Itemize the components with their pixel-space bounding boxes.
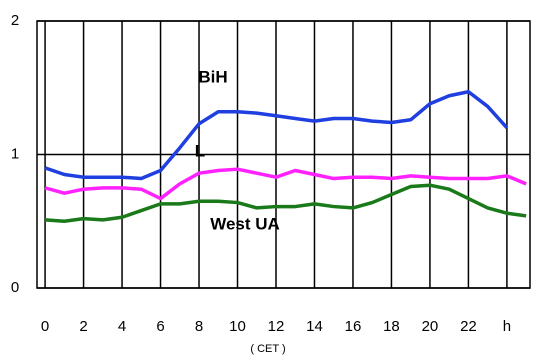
x-tick-label: 20 [422,318,439,335]
x-tick-label: 16 [345,318,362,335]
x-tick-label: 14 [306,318,323,335]
x-axis-label: ( CET ) [250,343,285,355]
x-tick-label: 0 [41,318,49,335]
x-tick-label: 10 [229,318,246,335]
x-tick-label: 8 [195,318,203,335]
x-tick-label: 12 [268,318,285,335]
series-line [44,167,527,201]
series-annotation: West UA [210,214,280,233]
series-line [44,90,509,181]
x-tick-label: 18 [383,318,400,335]
x-tick-label: 2 [79,318,87,335]
y-tick-label: 1 [11,145,19,162]
x-tick-label: 4 [118,318,126,335]
y-tick-label: 2 [11,12,19,29]
x-tick-label: h [503,318,511,335]
series-annotation: BiH [198,67,227,86]
series-annotation: L [195,141,205,160]
series-line [44,183,527,223]
y-tick-label: 0 [11,279,19,296]
x-tick-label: 22 [460,318,477,335]
x-tick-label: 6 [156,318,164,335]
